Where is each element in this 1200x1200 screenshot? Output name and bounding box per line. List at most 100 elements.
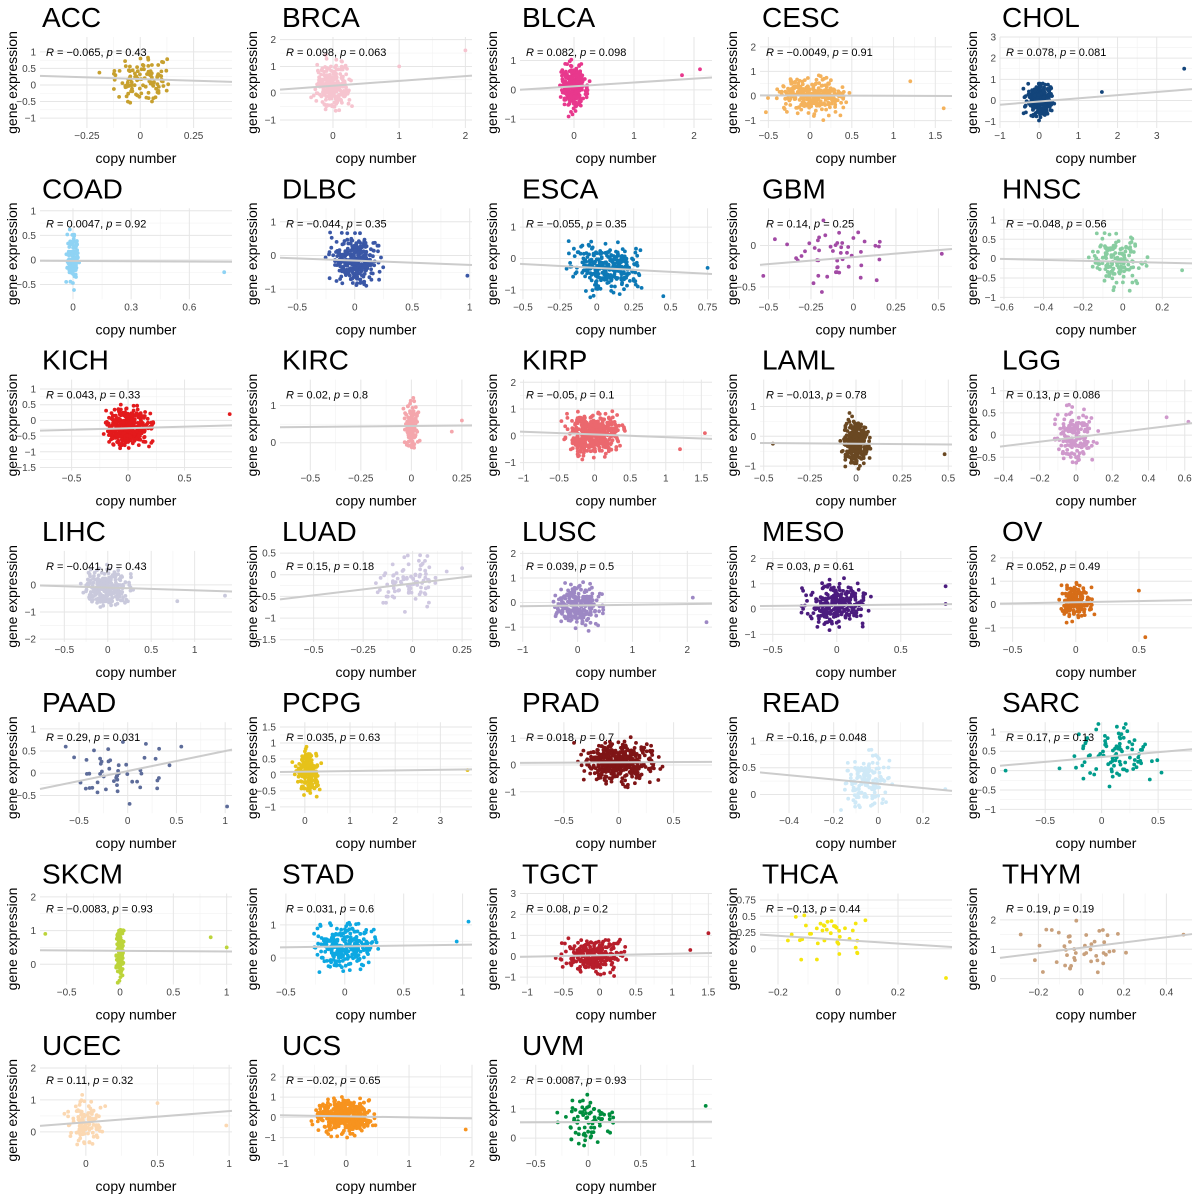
panel-meso-x-axis-label: copy number (816, 664, 897, 680)
panel-blca-point (587, 79, 592, 84)
panel-luad-point (394, 571, 399, 575)
panel-kirc-point (411, 396, 416, 400)
panel-lusc-x-tick-label: 0 (575, 645, 581, 656)
panel-kirp-point (579, 440, 584, 445)
panel-lusc-point (581, 608, 586, 612)
panel-meso-point (829, 587, 833, 592)
panel-esca-point (617, 292, 622, 296)
panel-coad-point (222, 270, 227, 275)
panel-ov-y-tick-label: 1 (990, 577, 996, 588)
panel-chol-x-tick-label: 1 (1076, 131, 1082, 142)
panel-esca-point (618, 260, 623, 265)
panel-cesc-point (841, 96, 846, 101)
panel-lusc-point (569, 582, 573, 587)
panel-hnsc-y-axis-label: gene expression (964, 202, 980, 305)
panel-laml-point (852, 421, 857, 425)
panel-esca-point (579, 244, 583, 249)
panel-kirp-point (568, 447, 573, 452)
panel-lusc-point (576, 591, 581, 596)
panel-lihc-x-axis-label: copy number (96, 664, 177, 680)
panel-dlbc-point (370, 271, 375, 276)
panel-brca-x-tick-label: 1 (396, 131, 402, 142)
panel-luad-point (417, 574, 422, 579)
panel-acc-point (141, 63, 146, 68)
panel-brca-point (341, 79, 346, 83)
panel-esca-y-tick-label: 1 (510, 223, 516, 234)
panel-blca-point (569, 64, 574, 69)
panel-acc-point (126, 91, 131, 96)
panel-kich-point (135, 407, 140, 412)
panel-chol-point (1043, 82, 1047, 87)
panel-hnsc-point (1136, 266, 1141, 270)
panel-cesc-point (827, 81, 831, 86)
panel-gbm-point (839, 245, 844, 250)
panel-brca-y-tick-label: 2 (270, 35, 276, 46)
panel-gbm-point (874, 278, 879, 283)
panel-meso-point (856, 588, 861, 592)
panel-dlbc-point (334, 240, 339, 244)
panel-kich-point (142, 439, 147, 444)
panel-chol-point (1100, 90, 1104, 94)
panel-blca-point (567, 101, 572, 106)
panel-kirp-point (609, 426, 614, 431)
panel-luad-point (417, 558, 421, 563)
panel-laml-regression-line (759, 441, 953, 446)
panel-meso-point (800, 586, 804, 590)
panel-meso-y-tick-label: 2 (750, 554, 756, 565)
panel-cesc-point (806, 89, 810, 94)
panel-dlbc-x-tick-label: 0.5 (405, 302, 419, 313)
panel-cesc-point (784, 102, 788, 106)
panel-gbm-point (862, 239, 867, 244)
panel-chol-y-tick-label: 1 (990, 75, 996, 86)
panel-blca-point (578, 99, 582, 104)
panel-cesc-point (793, 80, 797, 84)
panel-lusc-point (601, 611, 605, 616)
panel-lusc-point (594, 613, 599, 618)
panel-cesc-point (815, 89, 820, 94)
panel-esca-point (568, 261, 572, 265)
panel-kirp-point (559, 419, 564, 423)
panel-kich-point (143, 410, 148, 414)
panel-ov-point (1081, 586, 1086, 591)
panel-dlbc-point (369, 277, 374, 282)
panel-brca-point (319, 94, 324, 99)
panel-meso-point (853, 595, 858, 600)
panel-esca-point (603, 270, 608, 274)
panel-acc-y-axis-label: gene expression (4, 31, 20, 134)
panel-meso-point (848, 596, 853, 600)
panel-meso-point (799, 610, 804, 615)
panel-kirp-point (586, 429, 591, 434)
panel-kich-point (121, 411, 125, 416)
panel-dlbc-point (361, 280, 365, 285)
panel-chol-point (1041, 95, 1046, 100)
panel-luad-point (405, 576, 409, 581)
panel-cesc-point (790, 91, 794, 96)
panel-brca-point (332, 100, 337, 105)
panel-luad-point (425, 554, 430, 558)
panel-cesc-point (908, 79, 913, 84)
panel-cesc-point (826, 100, 831, 105)
panel-laml-point (844, 421, 849, 426)
panel-acc-x-tick-label: −0.25 (74, 131, 100, 142)
panel-laml-point (855, 427, 860, 432)
panel-lusc-point (574, 597, 579, 602)
panel-esca-point (624, 276, 628, 280)
panel-meso-point (842, 576, 846, 581)
panel-lusc-point (575, 611, 579, 616)
panel-kirp-point (608, 417, 613, 422)
panel-chol-regression-line (999, 88, 1193, 106)
panel-esca-point (594, 273, 598, 277)
panel-coad: 0 0.3 0.6−0.500.51R = 0.0047, p = 0.92COAD… (4, 173, 233, 337)
panel-brca-y-axis-label: gene expression (244, 31, 260, 134)
panel-laml-point (847, 411, 852, 415)
panel-kich-y-tick-label: 0.5 (22, 400, 36, 411)
panel-hnsc-point (1112, 272, 1117, 276)
panel-luad-point (403, 610, 407, 614)
panel-dlbc-point (362, 237, 367, 242)
panel-kirc-point (413, 405, 418, 409)
panel-esca-title: ESCA (522, 173, 599, 204)
panel-meso-point (836, 609, 841, 614)
panel-luad-point (392, 589, 397, 594)
panel-esca-point (635, 253, 640, 258)
panel-coad-point (73, 239, 78, 244)
